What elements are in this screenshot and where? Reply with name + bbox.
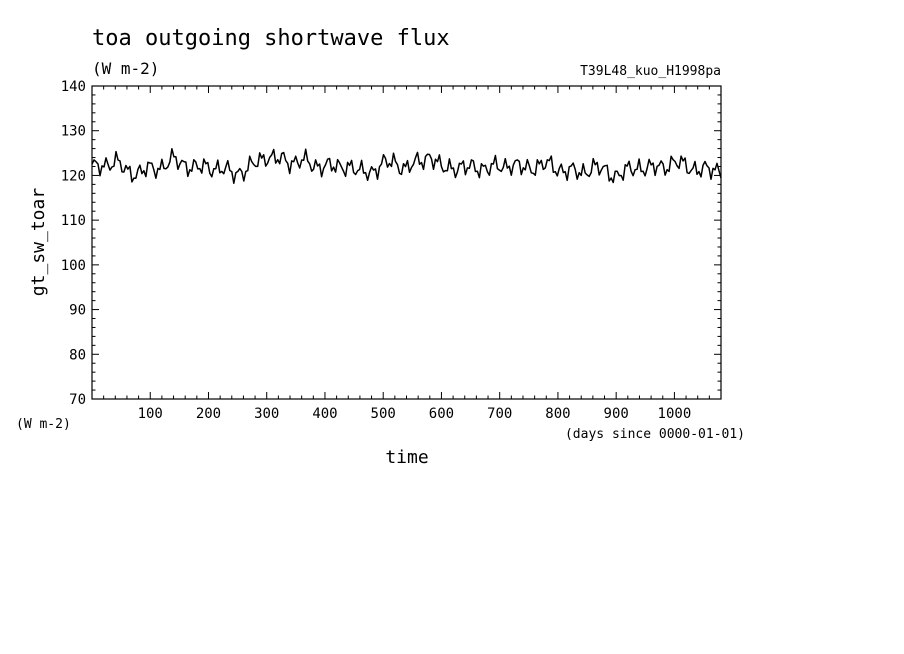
x-tick-labels: 100 200 300 400 500 600 700 800 900 1000 bbox=[138, 406, 692, 422]
chart-title: toa outgoing shortwave flux bbox=[92, 26, 450, 51]
run-name-label: T39L48_kuo_H1998pa bbox=[580, 64, 721, 79]
y-tick-label: 110 bbox=[61, 213, 86, 229]
y-axis-label: gt_sw_toar bbox=[28, 188, 49, 297]
x-tick-label: 600 bbox=[429, 406, 454, 422]
x-tick-label: 800 bbox=[545, 406, 570, 422]
x-axis-label: time bbox=[385, 447, 428, 468]
x-tick-label: 700 bbox=[487, 406, 512, 422]
axis-ticks bbox=[92, 85, 721, 400]
y-units-label: (W m-2) bbox=[16, 417, 71, 432]
chart-subtitle: (W m-2) bbox=[92, 59, 159, 78]
x-tick-label: 300 bbox=[254, 406, 279, 422]
x-tick-label: 1000 bbox=[658, 406, 692, 422]
series-line bbox=[91, 148, 722, 184]
x-tick-label: 900 bbox=[604, 406, 629, 422]
x-tick-label: 200 bbox=[196, 406, 221, 422]
y-tick-label: 90 bbox=[69, 303, 86, 319]
y-tick-label: 80 bbox=[69, 347, 86, 363]
x-units-label: (days since 0000-01-01) bbox=[565, 427, 745, 442]
x-tick-label: 100 bbox=[138, 406, 163, 422]
y-tick-label: 130 bbox=[61, 124, 86, 140]
y-tick-label: 120 bbox=[61, 168, 86, 184]
y-tick-labels: 70 80 90 100 110 120 130 140 bbox=[61, 79, 86, 408]
y-tick-label: 70 bbox=[69, 392, 86, 408]
y-tick-label: 100 bbox=[61, 258, 86, 274]
plot-frame bbox=[91, 85, 722, 400]
x-tick-label: 400 bbox=[312, 406, 337, 422]
x-tick-label: 500 bbox=[371, 406, 396, 422]
y-tick-label: 140 bbox=[61, 79, 86, 95]
